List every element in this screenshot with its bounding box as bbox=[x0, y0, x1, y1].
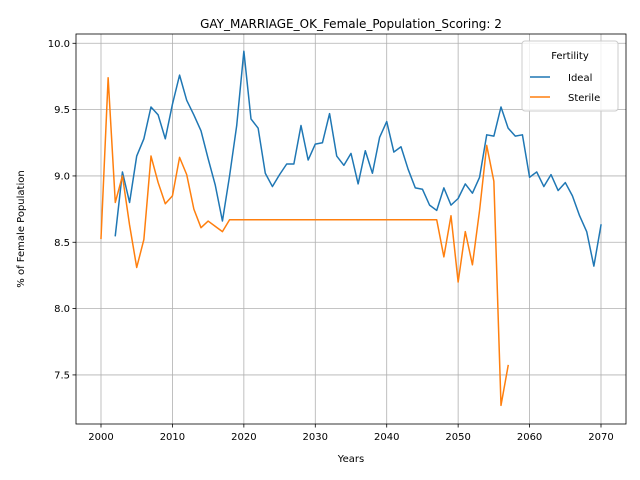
series-line-ideal bbox=[114, 50, 602, 267]
x-tick-label: 2050 bbox=[445, 432, 470, 443]
y-tick-label: 8.0 bbox=[54, 304, 70, 315]
x-tick-label: 2020 bbox=[231, 432, 256, 443]
series-lines bbox=[100, 50, 602, 407]
legend-box bbox=[521, 40, 619, 112]
x-tick-label: 2040 bbox=[374, 432, 399, 443]
y-axis-ticks: 7.5 8.0 8.5 9.0 9.5 10.0 bbox=[48, 39, 76, 381]
y-tick-label: 9.5 bbox=[54, 105, 70, 116]
chart-title: GAY_MARRIAGE_OK_Female_Population_Scorin… bbox=[200, 17, 502, 31]
x-tick-label: 2060 bbox=[517, 432, 542, 443]
y-tick-label: 7.5 bbox=[54, 370, 70, 381]
legend-title: Fertility bbox=[551, 51, 589, 62]
series-line-sterile bbox=[100, 77, 510, 407]
x-axis-ticks: 2000 2010 2020 2030 2040 2050 2060 2070 bbox=[88, 424, 614, 443]
y-tick-label: 9.0 bbox=[54, 171, 70, 182]
x-tick-label: 2070 bbox=[588, 432, 613, 443]
x-tick-label: 2010 bbox=[160, 432, 185, 443]
x-axis-label: Years bbox=[337, 454, 364, 465]
legend-label-sterile: Sterile bbox=[568, 93, 600, 104]
y-axis-label: % of Female Population bbox=[16, 170, 27, 287]
x-tick-label: 2030 bbox=[303, 432, 328, 443]
y-tick-label: 10.0 bbox=[48, 39, 70, 50]
x-tick-label: 2000 bbox=[88, 432, 113, 443]
plot-frame bbox=[75, 33, 627, 425]
legend-label-ideal: Ideal bbox=[568, 73, 592, 84]
legend: Fertility Ideal Sterile bbox=[521, 40, 619, 112]
y-tick-label: 8.5 bbox=[54, 238, 70, 249]
